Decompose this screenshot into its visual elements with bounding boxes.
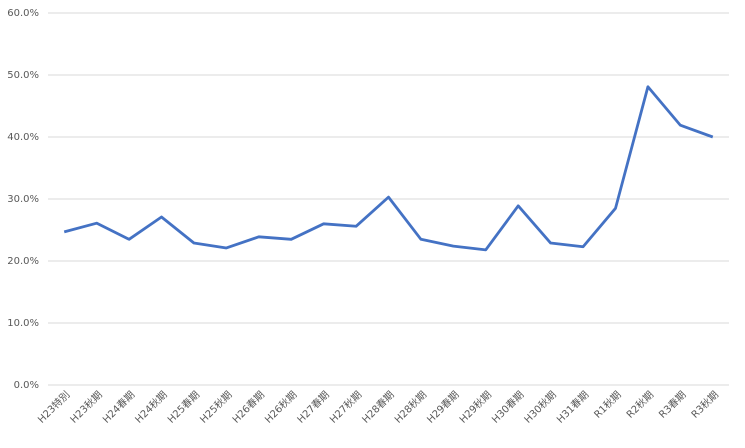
y-tick-label: 40.0% xyxy=(7,132,39,143)
y-tick-label: 50.0% xyxy=(7,70,39,81)
x-tick-label: H27秋期 xyxy=(327,388,365,426)
x-tick-label: H29秋期 xyxy=(456,388,494,426)
x-tick-label: H24秋期 xyxy=(132,388,170,426)
x-tick-label: H28春期 xyxy=(360,389,397,426)
y-tick-label: 30.0% xyxy=(7,194,39,205)
line xyxy=(63,85,714,252)
x-tick-label: H28秋期 xyxy=(392,388,430,426)
x-tick-label: H26秋期 xyxy=(262,388,300,426)
x-tick-label: R3春期 xyxy=(657,389,689,421)
x-tick-label: H26春期 xyxy=(230,389,267,426)
y-tick-label: 0.0% xyxy=(14,380,39,391)
x-tick-label: H30春期 xyxy=(490,389,527,426)
y-tick-label: 20.0% xyxy=(7,256,39,267)
x-tick-label: H29春期 xyxy=(425,389,462,426)
x-tick-label: H27春期 xyxy=(295,389,332,426)
y-tick-label: 60.0% xyxy=(7,8,39,19)
x-tick-label: H25春期 xyxy=(165,389,202,426)
x-tick-label: H31春期 xyxy=(554,389,591,426)
x-tick-label: H23特別 xyxy=(36,389,73,426)
x-tick-label: R3秋期 xyxy=(688,388,721,421)
x-tick-label: H24春期 xyxy=(100,389,137,426)
x-tick-label: H25秋期 xyxy=(197,388,235,426)
y-tick-label: 10.0% xyxy=(7,318,39,329)
x-tick-label: H23秋期 xyxy=(67,388,105,426)
x-tick-label: R2秋期 xyxy=(623,388,656,421)
x-tick-label: H30秋期 xyxy=(521,388,559,426)
x-tick-label: R1秋期 xyxy=(591,388,624,421)
